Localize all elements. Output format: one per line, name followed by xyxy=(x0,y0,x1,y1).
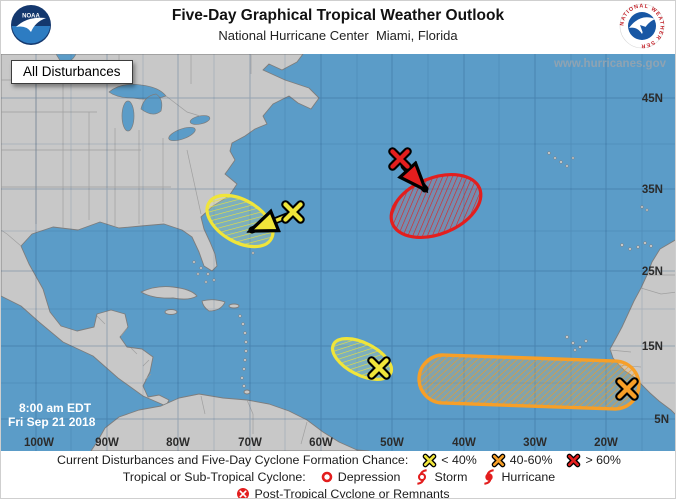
jamaica xyxy=(164,309,178,315)
svg-text:15N: 15N xyxy=(642,341,663,353)
legend-row-cyclones: Tropical or Sub-Tropical Cyclone: Depres… xyxy=(1,469,675,485)
disturbance-2-marker xyxy=(388,147,412,171)
hispaniola xyxy=(201,299,226,312)
post-tropical-icon xyxy=(237,488,250,498)
issued-date: Fri Sep 21 2018 xyxy=(8,415,96,429)
tropical-storm-icon xyxy=(417,469,428,485)
legend-row-post-tropical: Post-Tropical Cyclone or Remnants xyxy=(1,486,675,498)
svg-text:40W: 40W xyxy=(452,437,476,449)
disturbance-1-area xyxy=(205,193,291,249)
legend: Current Disturbances and Five-Day Cyclon… xyxy=(1,451,675,498)
disturbance-1-marker xyxy=(281,200,305,224)
svg-text:45N: 45N xyxy=(642,93,663,105)
latitude-labels: 45N 35N 25N 15N 5N xyxy=(642,93,669,426)
header: NOAA Five-Day Graphical Tropical Weather… xyxy=(1,1,675,54)
legend-depression: Depression xyxy=(320,470,400,484)
svg-text:5N: 5N xyxy=(654,414,669,426)
legend-chances-label: Current Disturbances and Five-Day Cyclon… xyxy=(57,453,409,467)
depression-icon xyxy=(321,471,333,483)
x-marker-orange-icon xyxy=(491,453,506,467)
legend-storm: Storm xyxy=(414,469,467,485)
puerto-rico xyxy=(228,303,240,309)
legend-post-tropical: Post-Tropical Cyclone or Remnants xyxy=(236,487,450,498)
page-subtitle: National Hurricane Center Miami, Florida xyxy=(218,28,458,43)
issued-time: 8:00 am EDT xyxy=(19,401,92,415)
all-disturbances-label[interactable]: All Disturbances xyxy=(11,60,133,84)
x-marker-yellow-icon xyxy=(422,453,437,467)
svg-text:20W: 20W xyxy=(594,437,618,449)
south-america xyxy=(90,393,370,452)
map-graphic: www.hurricanes.gov 45N 35N 25N 15N 5N 10… xyxy=(1,53,675,452)
small-islands xyxy=(192,151,653,388)
hurricane-icon xyxy=(484,469,495,485)
x-marker-red-icon xyxy=(567,453,581,467)
svg-text:100W: 100W xyxy=(24,437,54,449)
legend-low-chance: < 40% xyxy=(422,453,477,468)
svg-text:35N: 35N xyxy=(642,184,663,196)
graticule xyxy=(1,54,675,451)
svg-text:50W: 50W xyxy=(380,437,404,449)
svg-text:NOAA: NOAA xyxy=(22,14,40,20)
great-lakes xyxy=(55,53,211,142)
svg-text:60W: 60W xyxy=(309,437,333,449)
watermark: www.hurricanes.gov xyxy=(553,58,667,70)
svg-text:90W: 90W xyxy=(95,437,119,449)
legend-cyclone-label: Tropical or Sub-Tropical Cyclone: xyxy=(122,470,306,484)
trinidad xyxy=(243,389,251,395)
disturbance-3-marker xyxy=(367,356,391,380)
longitude-labels: 100W 90W 80W 70W 60W 50W 40W 30W 20W xyxy=(24,437,618,449)
svg-text:80W: 80W xyxy=(166,437,190,449)
disturbance-4-area xyxy=(417,353,641,411)
north-america xyxy=(1,53,320,407)
page-title: Five-Day Graphical Tropical Weather Outl… xyxy=(171,7,505,24)
disturbance-4-marker xyxy=(615,377,639,401)
noaa-logo: NOAA xyxy=(11,5,51,45)
legend-row-chances: Current Disturbances and Five-Day Cyclon… xyxy=(1,452,675,468)
legend-hurricane: Hurricane xyxy=(481,469,555,485)
issuance-timestamp: 8:00 am EDT Fri Sep 21 2018 xyxy=(8,401,95,429)
legend-medium-chance: 40-60% xyxy=(491,453,552,468)
svg-text:30W: 30W xyxy=(523,437,547,449)
legend-high-chance: > 60% xyxy=(566,453,621,468)
outlook-map[interactable]: www.hurricanes.gov 45N 35N 25N 15N 5N 10… xyxy=(1,53,675,452)
nws-logo: NATIONAL WEATHER SERVICE xyxy=(619,3,665,49)
svg-text:25N: 25N xyxy=(642,266,663,278)
svg-text:70W: 70W xyxy=(238,437,262,449)
cuba xyxy=(140,286,198,300)
